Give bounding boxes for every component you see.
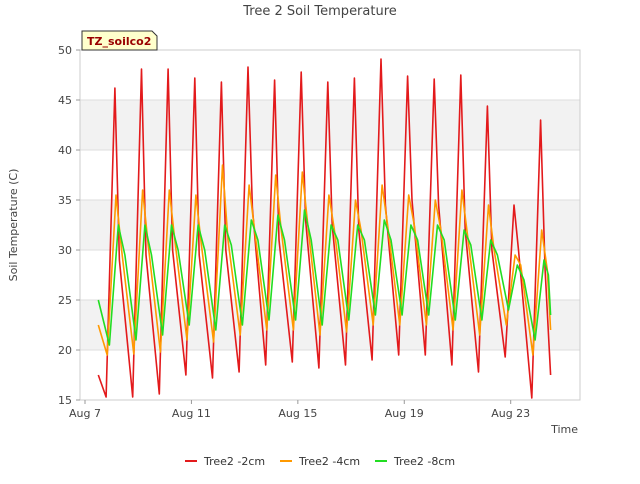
series-line-1 (97, 164, 552, 356)
plot-frame (79, 49, 581, 401)
legend-label: Tree2 -8cm (393, 455, 455, 468)
y-tick-label: 20 (58, 344, 72, 357)
legend-label: Tree2 -2cm (203, 455, 265, 468)
y-tick-label: 30 (58, 244, 72, 257)
y-tick-label: 25 (58, 294, 72, 307)
plot-band (80, 350, 580, 400)
x-tick-label: Aug 19 (385, 407, 424, 420)
annotation-box: TZ_soilco2 (81, 30, 158, 51)
legend: Tree2 -2cm Tree2 -4cm Tree2 -8cm (185, 455, 455, 468)
y-tick-label: 40 (58, 144, 72, 157)
x-axis: Aug 7 Aug 11 Aug 15 Aug 19 Aug 23 (69, 400, 530, 420)
series-lines (97, 58, 552, 399)
x-tick-label: Aug 23 (491, 407, 530, 420)
y-tick-label: 45 (58, 94, 72, 107)
x-tick-label: Aug 11 (172, 407, 211, 420)
y-axis-label: Soil Temperature (C) (7, 169, 20, 282)
legend-label: Tree2 -4cm (298, 455, 360, 468)
chart-title: Tree 2 Soil Temperature (242, 4, 397, 19)
series-line-2 (97, 209, 552, 346)
x-tick-label: Aug 15 (278, 407, 317, 420)
plot-band (80, 50, 580, 100)
y-axis: 15 20 25 30 35 40 45 50 (58, 44, 80, 407)
y-tick-label: 15 (58, 394, 72, 407)
y-tick-label: 50 (58, 44, 72, 57)
annotation-label: TZ_soilco2 (87, 35, 151, 48)
x-axis-label: Time (550, 423, 578, 436)
series-line-0 (97, 58, 552, 399)
y-tick-label: 35 (58, 194, 72, 207)
x-tick-label: Aug 7 (69, 407, 101, 420)
